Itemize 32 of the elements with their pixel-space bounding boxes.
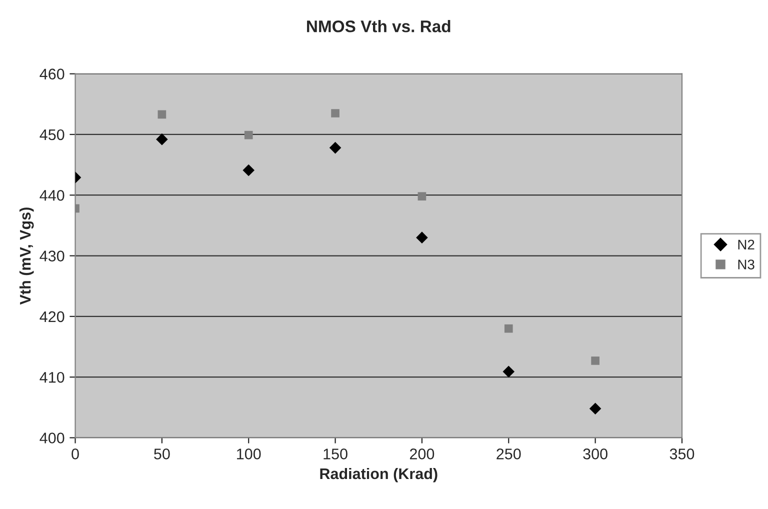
x-axis-title: Radiation (Krad) xyxy=(320,468,438,482)
x-tick-label: 250 xyxy=(496,448,521,460)
point xyxy=(158,110,166,119)
point xyxy=(156,133,168,146)
point xyxy=(418,192,426,200)
y-axis-title: Vth (mV, Vgs) xyxy=(19,208,34,305)
y-tick-label: 440 xyxy=(40,190,64,201)
x-tick-label: 150 xyxy=(324,448,348,460)
y-tick-label: 420 xyxy=(40,311,64,322)
point xyxy=(589,402,602,415)
point xyxy=(416,232,428,244)
x-tick-label: 300 xyxy=(583,448,608,460)
x-tick-label: 200 xyxy=(410,448,434,460)
point xyxy=(244,130,253,140)
x-tick-label: 350 xyxy=(670,448,694,460)
y-tick-label: 450 xyxy=(40,129,64,140)
chart-title: NMOS Vth vs. Rad xyxy=(307,20,450,32)
x-tick-label: 50 xyxy=(154,448,170,460)
legend-label: N3 xyxy=(738,260,754,270)
x-tick-label: 100 xyxy=(237,448,261,460)
y-tick-label: 400 xyxy=(40,432,64,444)
point xyxy=(502,366,515,378)
y-tick-label: 430 xyxy=(40,250,64,262)
y-tick-label: 410 xyxy=(40,372,64,383)
point xyxy=(331,109,340,118)
y-tick-label: 460 xyxy=(40,68,64,80)
x-tick-label: 0 xyxy=(72,448,79,460)
legend-label: N2 xyxy=(738,240,754,250)
point xyxy=(504,324,513,333)
point xyxy=(242,164,255,176)
point xyxy=(591,356,600,365)
point xyxy=(329,142,342,154)
